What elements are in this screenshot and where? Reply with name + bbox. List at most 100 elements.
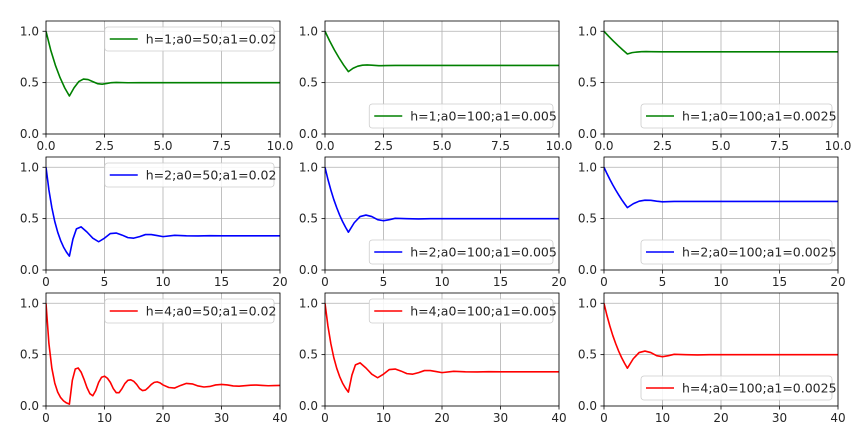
- x-tick-label: 15: [214, 275, 229, 289]
- x-tick-label: 20: [272, 275, 287, 289]
- y-tick-label: 1.0: [578, 160, 597, 174]
- x-tick-label: 10: [155, 275, 170, 289]
- legend: h=2;a0=100;a1=0.005: [368, 239, 557, 265]
- axes-frame: [324, 292, 560, 407]
- series-line: [325, 303, 559, 393]
- y-tick-label: 0.5: [299, 76, 318, 90]
- legend-label: h=2;a0=50;a1=0.02: [146, 168, 277, 183]
- axes-frame: [45, 292, 281, 407]
- x-tick-label: 0.0: [594, 139, 613, 153]
- series-line: [604, 303, 838, 370]
- legend: h=4;a0=50;a1=0.02: [104, 298, 277, 324]
- legend-label: h=1;a0=100;a1=0.0025: [682, 109, 837, 124]
- y-tick-label: 0.5: [299, 348, 318, 362]
- y-tick-label: 0.0: [299, 127, 318, 141]
- y-tick-label: 1.0: [299, 24, 318, 38]
- legend-box: [368, 239, 554, 265]
- x-tick-label: 7.5: [770, 139, 789, 153]
- y-tick-label: 0.0: [20, 399, 39, 413]
- x-tick-label: 20: [155, 411, 170, 425]
- y-tick-label: 1.0: [299, 296, 318, 310]
- x-tick-label: 2.5: [374, 139, 393, 153]
- y-tick-label: 0.5: [578, 76, 597, 90]
- x-tick-label: 0: [42, 275, 50, 289]
- x-tick-label: 40: [272, 411, 287, 425]
- x-tick-label: 10: [97, 411, 112, 425]
- x-tick-label: 5.0: [153, 139, 172, 153]
- y-tick-label: 0.0: [20, 127, 39, 141]
- x-tick-label: 10.0: [546, 139, 573, 153]
- x-tick-label: 10: [655, 411, 670, 425]
- legend: h=4;a0=100;a1=0.005: [368, 298, 557, 324]
- subplot-1: 0.0 2.5 5.0 7.5 10.0 0.0 0.5 1.0 h=1;a0=50;a1=0.…: [20, 20, 294, 153]
- axes-frame: [45, 156, 281, 271]
- legend-box: [640, 239, 833, 265]
- x-tick-label: 15: [493, 275, 508, 289]
- x-tick-label: 20: [830, 275, 845, 289]
- y-tick-label: 0.5: [20, 76, 39, 90]
- y-tick-label: 0.5: [20, 348, 39, 362]
- legend-label: h=1;a0=100;a1=0.005: [410, 109, 557, 124]
- axes-frame: [45, 20, 281, 135]
- y-tick-label: 0.0: [578, 263, 597, 277]
- y-tick-label: 0.5: [20, 212, 39, 226]
- x-tick-label: 5.0: [432, 139, 451, 153]
- x-tick-label: 0.0: [36, 139, 55, 153]
- axes-frame: [603, 20, 839, 135]
- axes-frame: [324, 156, 560, 271]
- series-line: [325, 167, 559, 233]
- y-tick-label: 0.0: [578, 399, 597, 413]
- y-tick-label: 0.5: [578, 348, 597, 362]
- legend: h=1;a0=100;a1=0.005: [368, 103, 557, 129]
- legend-label: h=4;a0=100;a1=0.005: [410, 304, 557, 319]
- x-tick-label: 0: [321, 275, 329, 289]
- subplot-8: 0 10 20 30 40 0.0 0.5 1.0 h=4;a0=100;a1=0.005: [299, 292, 567, 425]
- series-line: [604, 166, 838, 209]
- legend-box: [640, 375, 833, 401]
- legend-box: [368, 103, 554, 129]
- legend-label: h=4;a0=50;a1=0.02: [146, 304, 277, 319]
- y-tick-label: 1.0: [578, 296, 597, 310]
- subplot-9: 0 10 20 30 40 0.0 0.5 1.0 h=4;a0=100;a1=0.0025: [578, 292, 846, 425]
- x-tick-label: 10.0: [267, 139, 294, 153]
- x-tick-label: 0: [321, 411, 329, 425]
- x-tick-label: 0: [600, 411, 608, 425]
- subplot-5: 0 5 10 15 20 0.0 0.5 1.0 h=2;a0=100;a1=0.005: [299, 156, 567, 289]
- subplot-6: 0 5 10 15 20 0.0 0.5 1.0 h=2;a0=100;a1=0.0025: [578, 156, 846, 289]
- x-tick-label: 7.5: [491, 139, 510, 153]
- series-line: [46, 167, 280, 257]
- x-tick-label: 10.0: [825, 139, 852, 153]
- y-tick-label: 0.5: [299, 212, 318, 226]
- y-tick-label: 0.0: [20, 263, 39, 277]
- subplot-3: 0.0 2.5 5.0 7.5 10.0 0.0 0.5 1.0 h=1;a0=100;a1=0…: [578, 20, 852, 153]
- x-tick-label: 20: [713, 411, 728, 425]
- subplot-7: 0 10 20 30 40 0.0 0.5 1.0 h=4;a0=50;a1=0.02: [20, 292, 288, 425]
- legend-label: h=2;a0=100;a1=0.0025: [682, 245, 837, 260]
- y-tick-label: 0.0: [299, 399, 318, 413]
- x-tick-label: 2.5: [653, 139, 672, 153]
- series-line: [46, 31, 280, 97]
- legend-box: [104, 26, 275, 52]
- legend-label: h=2;a0=100;a1=0.005: [410, 245, 557, 260]
- legend-box: [368, 298, 554, 324]
- x-tick-label: 30: [214, 411, 229, 425]
- legend-label: h=1;a0=50;a1=0.02: [146, 32, 277, 47]
- y-tick-label: 1.0: [20, 296, 39, 310]
- y-tick-label: 0.0: [299, 263, 318, 277]
- x-tick-label: 5.0: [711, 139, 730, 153]
- x-tick-label: 2.5: [95, 139, 114, 153]
- x-tick-label: 5: [380, 275, 388, 289]
- subplot-2: 0.0 2.5 5.0 7.5 10.0 0.0 0.5 1.0 h=1;a0=100;a1=0…: [299, 20, 573, 153]
- legend: h=1;a0=100;a1=0.0025: [640, 103, 837, 129]
- x-tick-label: 30: [493, 411, 508, 425]
- series-line: [604, 30, 838, 55]
- legend-box: [104, 162, 275, 188]
- axes-frame: [603, 292, 839, 407]
- y-tick-label: 1.0: [578, 24, 597, 38]
- legend: h=2;a0=50;a1=0.02: [104, 162, 277, 188]
- x-tick-label: 30: [772, 411, 787, 425]
- y-tick-label: 0.0: [578, 127, 597, 141]
- series-line: [46, 303, 280, 405]
- x-tick-label: 20: [551, 275, 566, 289]
- legend-box: [640, 103, 833, 129]
